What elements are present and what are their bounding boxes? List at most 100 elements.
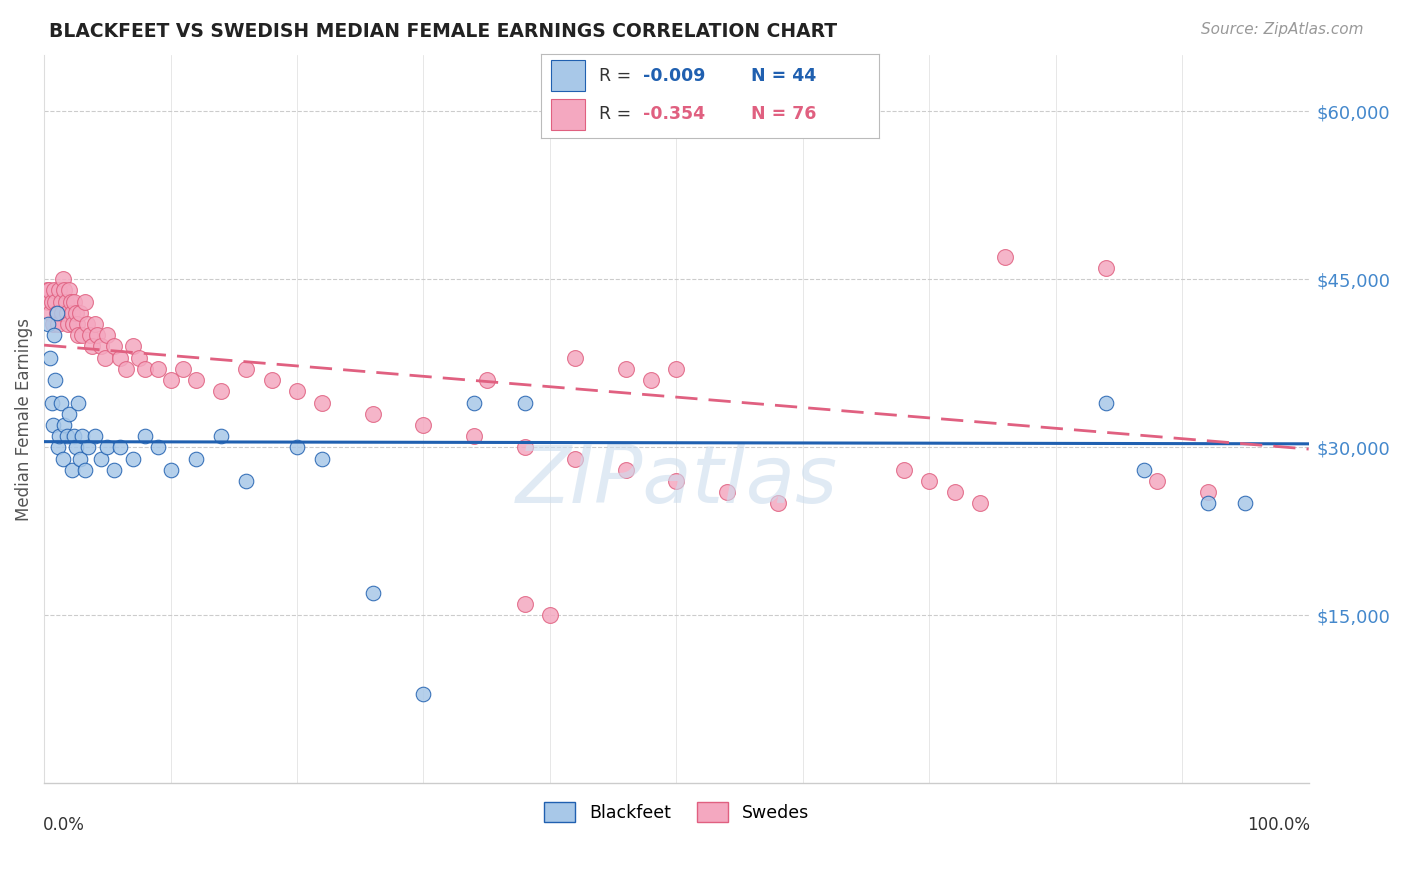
Point: [235, 362, 257, 376]
Y-axis label: Median Female Earnings: Median Female Earnings: [15, 318, 32, 521]
Point: [37, 317, 59, 331]
Point: [48, 429, 70, 443]
Bar: [551, 99, 585, 130]
Point: [260, 373, 283, 387]
Point: [121, 451, 143, 466]
Point: [90, 451, 112, 466]
Text: -0.354: -0.354: [643, 105, 704, 123]
Point: [49, 395, 72, 409]
Point: [83, 429, 105, 443]
Point: [37, 294, 59, 309]
Point: [146, 440, 169, 454]
Point: [48, 284, 70, 298]
Point: [76, 317, 98, 331]
Point: [564, 351, 586, 365]
Point: [39, 351, 62, 365]
Point: [63, 294, 86, 309]
Point: [538, 608, 561, 623]
Point: [56, 317, 79, 331]
Point: [361, 407, 384, 421]
Text: -0.009: -0.009: [643, 67, 704, 85]
Point: [513, 597, 536, 611]
Point: [44, 373, 66, 387]
Point: [69, 451, 91, 466]
Point: [285, 384, 308, 399]
Point: [96, 440, 118, 454]
Point: [53, 417, 76, 432]
Point: [67, 328, 90, 343]
Point: [463, 395, 485, 409]
Point: [51, 306, 73, 320]
Point: [640, 373, 662, 387]
Point: [361, 586, 384, 600]
Point: [56, 306, 79, 320]
Point: [103, 463, 125, 477]
Point: [108, 440, 131, 454]
Point: [766, 496, 789, 510]
Point: [184, 451, 207, 466]
Point: [311, 395, 333, 409]
Point: [82, 339, 104, 353]
Point: [235, 474, 257, 488]
Bar: [551, 61, 585, 91]
Point: [42, 417, 65, 432]
Point: [96, 328, 118, 343]
Point: [46, 440, 69, 454]
Point: [134, 429, 156, 443]
Point: [44, 284, 66, 298]
Text: Source: ZipAtlas.com: Source: ZipAtlas.com: [1201, 22, 1364, 37]
Point: [665, 362, 688, 376]
Point: [77, 440, 100, 454]
Point: [53, 284, 76, 298]
Point: [311, 451, 333, 466]
Point: [56, 429, 79, 443]
Point: [70, 328, 93, 343]
Point: [103, 339, 125, 353]
Point: [134, 362, 156, 376]
Text: N = 44: N = 44: [751, 67, 815, 85]
Point: [60, 306, 83, 320]
Point: [1133, 463, 1156, 477]
Text: R =: R =: [599, 105, 637, 123]
Point: [52, 272, 75, 286]
Point: [513, 395, 536, 409]
Point: [184, 373, 207, 387]
Point: [614, 463, 637, 477]
Point: [1197, 496, 1219, 510]
Point: [564, 451, 586, 466]
Text: 0.0%: 0.0%: [42, 816, 84, 834]
Point: [513, 440, 536, 454]
Point: [94, 351, 117, 365]
Point: [90, 339, 112, 353]
Point: [42, 317, 65, 331]
Point: [146, 362, 169, 376]
Point: [1234, 496, 1257, 510]
Point: [35, 284, 58, 298]
Text: N = 76: N = 76: [751, 105, 815, 123]
Point: [159, 463, 181, 477]
Point: [665, 474, 688, 488]
Text: ZIPatlas: ZIPatlas: [516, 442, 838, 520]
Point: [49, 294, 72, 309]
Point: [44, 328, 66, 343]
Point: [73, 294, 96, 309]
Point: [62, 317, 84, 331]
Point: [70, 429, 93, 443]
Point: [55, 294, 77, 309]
Point: [893, 463, 915, 477]
Point: [994, 250, 1017, 264]
Point: [46, 317, 69, 331]
Point: [60, 463, 83, 477]
Point: [121, 339, 143, 353]
Point: [1095, 260, 1118, 275]
Point: [285, 440, 308, 454]
Point: [943, 485, 966, 500]
Point: [41, 294, 63, 309]
Point: [209, 429, 232, 443]
Legend: Blackfeet, Swedes: Blackfeet, Swedes: [537, 796, 815, 830]
Point: [475, 373, 498, 387]
Point: [45, 306, 67, 320]
Point: [38, 284, 60, 298]
Text: R =: R =: [599, 67, 637, 85]
Point: [59, 294, 82, 309]
